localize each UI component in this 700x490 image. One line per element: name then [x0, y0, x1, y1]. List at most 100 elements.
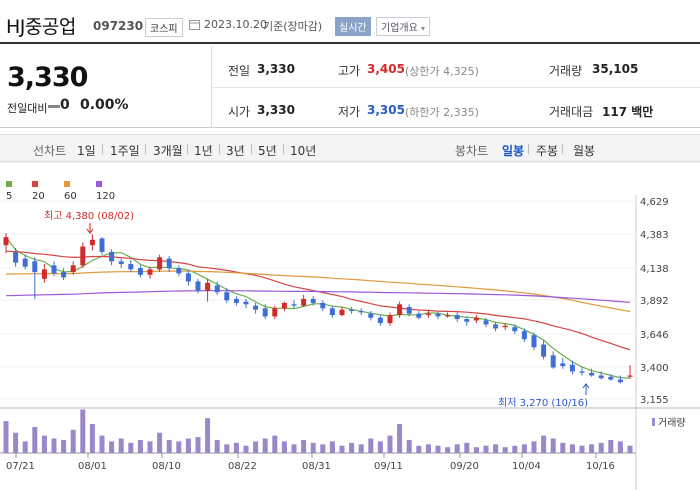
volume-bar [445, 447, 451, 453]
legend-label: 120 [96, 191, 116, 202]
candle-body [550, 355, 556, 368]
tab-period-3m[interactable]: 3개월 [153, 144, 183, 158]
volume-bar [51, 438, 57, 453]
volume-bar [118, 438, 124, 453]
tab-separator [562, 144, 563, 154]
volume-bar [387, 435, 393, 453]
y-tick-label: 4,383 [640, 230, 669, 241]
candle-body [233, 298, 239, 303]
candle-body [493, 324, 499, 329]
volume-bar [243, 445, 249, 453]
volume-bar [435, 445, 441, 453]
y-tick-label: 4,629 [640, 197, 669, 208]
tab-separator [219, 144, 220, 154]
candle-body [291, 304, 297, 306]
tab-period-1y[interactable]: 1년 [194, 144, 213, 158]
x-tick-label: 09/11 [374, 461, 403, 472]
candle-body [464, 319, 470, 322]
chart-tabs: 선차트 1일 1주일 3개월 1년 3년 5년 10년 봉차트 일봉 주봉 월봉 [0, 134, 700, 162]
volume-bar [281, 441, 287, 453]
volume-bar [550, 438, 556, 453]
line-chart-label[interactable]: 선차트 [33, 144, 67, 158]
volume-bar [32, 426, 38, 453]
volume-bar [13, 432, 19, 453]
amount-value: 117 백만 [602, 105, 654, 119]
tab-period-1w[interactable]: 1주일 [110, 144, 140, 158]
volume-bar [301, 439, 307, 453]
candle-body [61, 272, 67, 278]
y-tick-label: 3,400 [640, 363, 669, 374]
candle-body [445, 315, 451, 317]
tab-candle-weekly[interactable]: 주봉 [536, 144, 559, 158]
volume-bar [89, 424, 95, 453]
volume-bar [310, 442, 316, 453]
x-tick-label: 08/10 [152, 461, 181, 472]
volume-bar [608, 439, 614, 453]
candle-body [569, 364, 575, 372]
volume-bar [99, 435, 105, 453]
realtime-button[interactable]: 실시간 [335, 17, 371, 36]
open-label: 시가 [228, 105, 251, 119]
current-price-box: 3,330 전일대비 0 0.00% [0, 46, 212, 128]
y-tick-label: 3,892 [640, 296, 669, 307]
x-tick-label: 07/21 [6, 461, 35, 472]
tab-period-3y[interactable]: 3년 [226, 144, 245, 158]
tab-separator [283, 144, 284, 154]
ma5-line [5, 236, 631, 379]
candle-body [224, 292, 230, 301]
candle-body [349, 309, 355, 312]
volume-bar [493, 444, 499, 453]
candle-body [166, 258, 172, 269]
volume-bar [589, 444, 595, 453]
volume-bar [3, 421, 9, 453]
volume-bar [233, 442, 239, 453]
legend-swatch [6, 181, 12, 187]
volume-bar [358, 444, 364, 453]
volume-bar [320, 444, 326, 453]
candle-body [70, 265, 76, 273]
volume-bar [598, 442, 604, 453]
candle-body [41, 269, 47, 279]
volume-bar [109, 441, 115, 453]
volume-bar [61, 439, 67, 453]
x-tick-label: 08/01 [78, 461, 107, 472]
candle-chart-label[interactable]: 봉차트 [455, 144, 489, 158]
company-info-button[interactable]: 기업개요 ▾ [376, 17, 431, 36]
max-arrowhead-icon [86, 228, 94, 234]
tab-period-5y[interactable]: 5년 [258, 144, 277, 158]
volume-bar [483, 445, 489, 453]
volume-bar [464, 442, 470, 453]
stock-header: HJ중공업 097230 코스피 2023.10.20 기준(장마감) 실시간 … [0, 0, 700, 44]
y-tick-label: 3,155 [640, 395, 669, 406]
volume-bar [397, 424, 403, 453]
candle-body [185, 273, 191, 282]
tab-candle-daily[interactable]: 일봉 [502, 144, 525, 158]
stock-name: HJ중공업 [6, 16, 76, 38]
volume-bar [205, 418, 211, 453]
volume-bar [41, 435, 47, 453]
candle-body [51, 265, 57, 274]
amount-label: 거래대금 [549, 105, 594, 119]
volume-value: 35,105 [592, 62, 639, 76]
tab-period-1d[interactable]: 1일 [77, 144, 96, 158]
tab-separator [187, 144, 188, 154]
candle-body [339, 309, 345, 316]
volume-bar [157, 432, 163, 453]
tab-period-10y[interactable]: 10년 [290, 144, 317, 158]
candle-body [22, 258, 28, 267]
legend-ma120: 120 [96, 180, 115, 202]
open-value: 3,330 [257, 103, 295, 117]
volume-bar [195, 437, 201, 453]
volume-bar [262, 438, 268, 453]
company-info-label: 기업개요 [381, 23, 418, 34]
legend-label: 20 [32, 191, 45, 202]
change-value: 0 [60, 97, 70, 113]
candle-body [243, 301, 249, 305]
low-label: 저가 [338, 105, 361, 119]
change-percent: 0.00% [80, 97, 129, 113]
tab-candle-monthly[interactable]: 월봉 [573, 144, 596, 158]
volume-bar [185, 438, 191, 453]
candle-body [157, 257, 163, 270]
volume-label: 거래량 [549, 64, 583, 78]
